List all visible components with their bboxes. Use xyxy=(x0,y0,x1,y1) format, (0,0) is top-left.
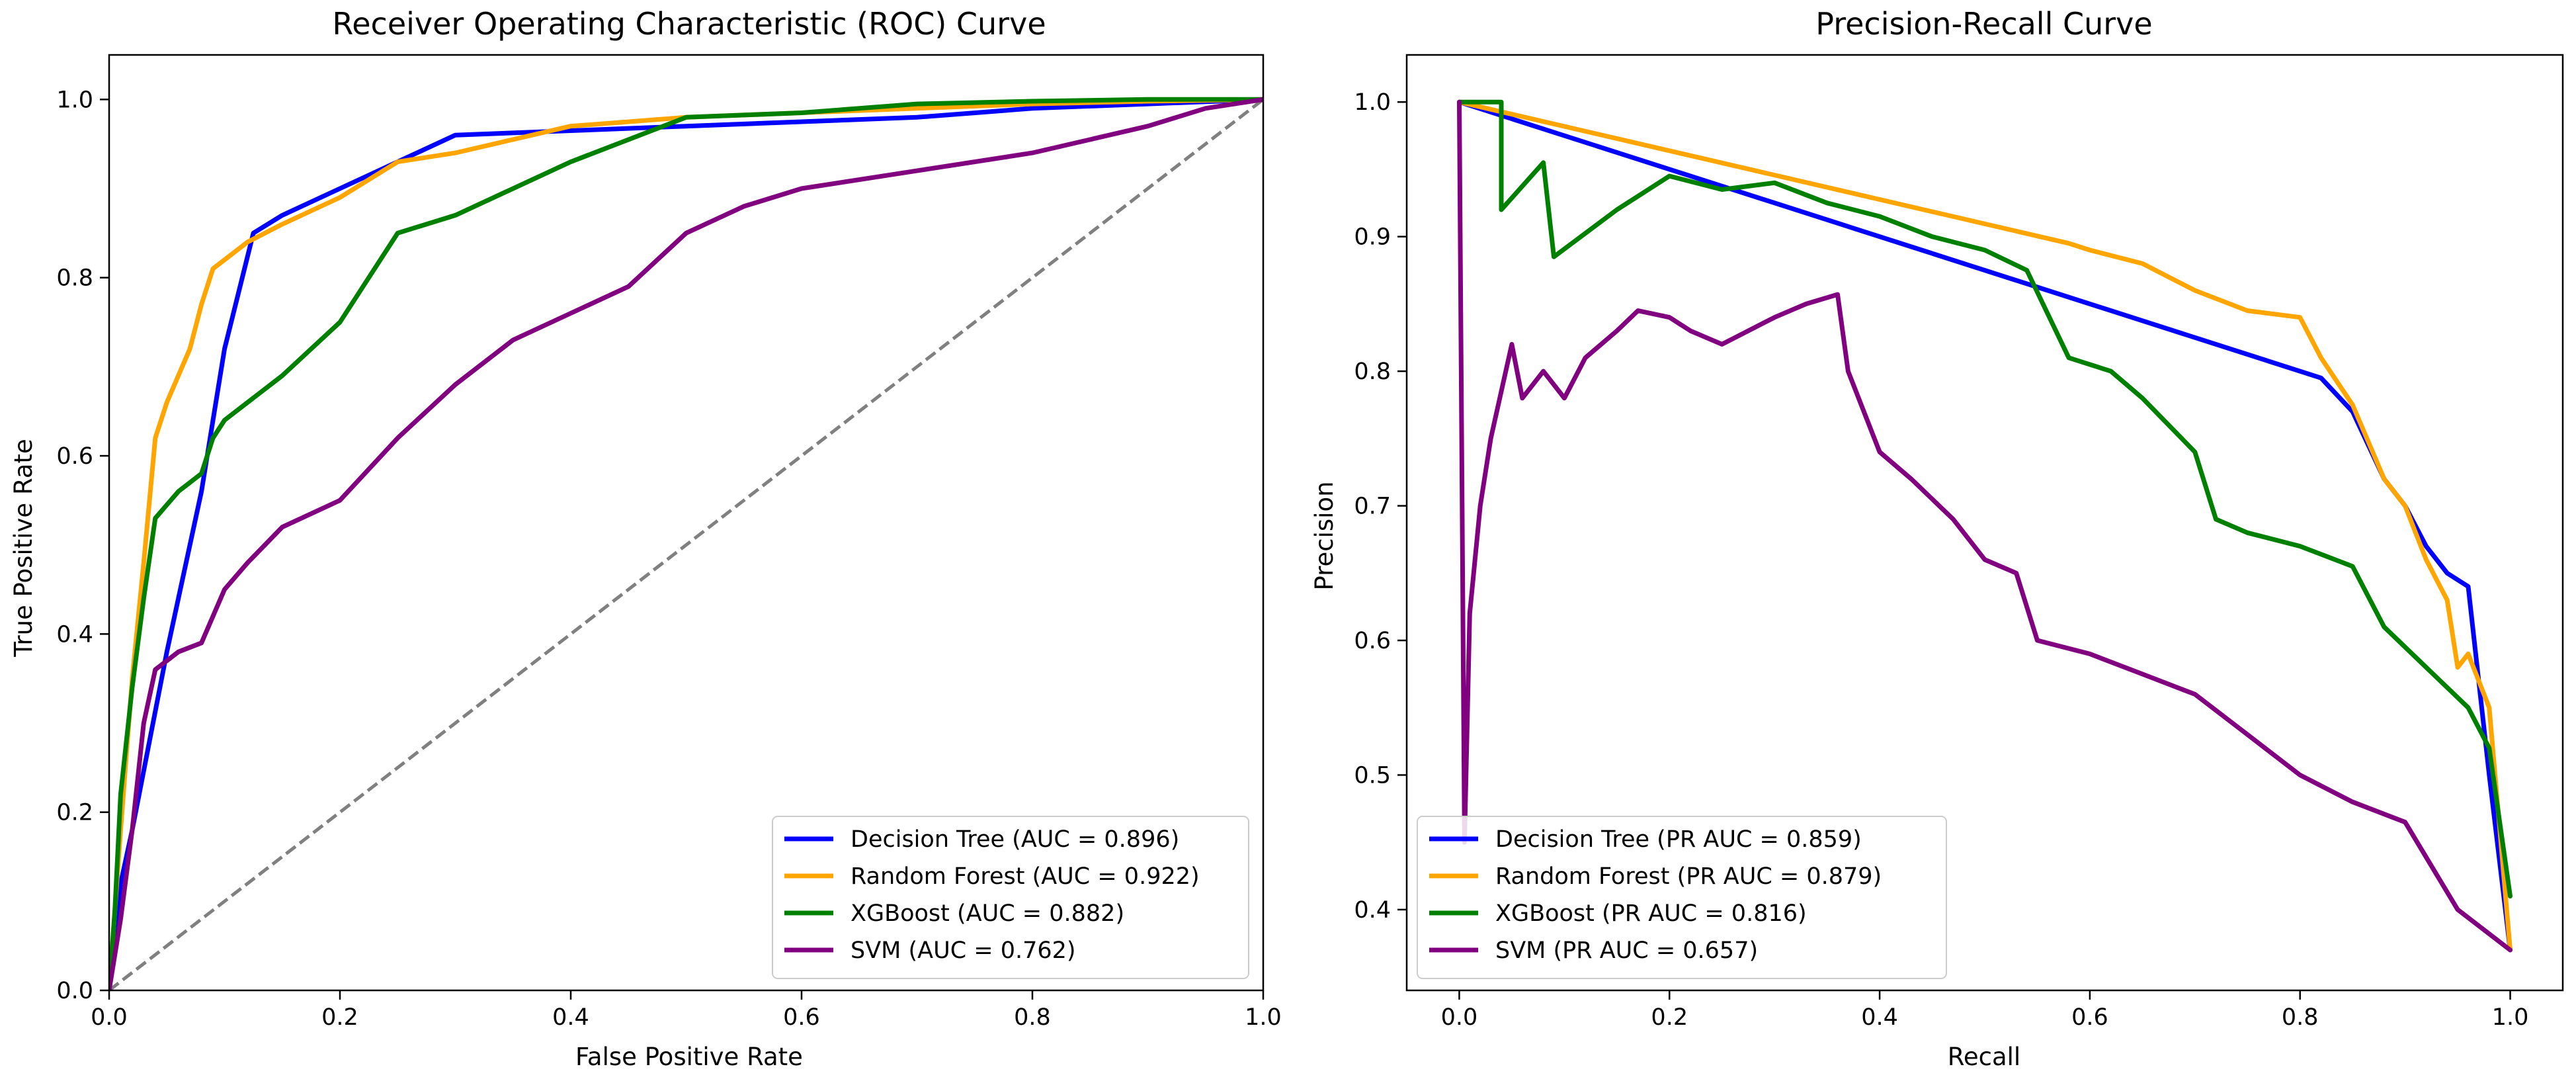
roc-legend-label-random-forest: Random Forest (AUC = 0.922) xyxy=(851,863,1200,890)
roc-y-tick-label: 0.8 xyxy=(56,265,93,292)
roc-series-line-xgboost xyxy=(109,97,1263,990)
roc-legend: Decision Tree (AUC = 0.896) Random Forest… xyxy=(772,816,1249,979)
pr-x-tick-label: 0.4 xyxy=(1861,1004,1898,1031)
roc-x-tick-label: 0.0 xyxy=(91,1004,128,1031)
roc-plot-area: 0.0 0.2 0.4 0.6 0.8 1.0 0.0 0.2 0.4 0.6 0.8 1.0 xyxy=(56,54,1282,1031)
pr-series-line-random-forest xyxy=(1457,99,2513,953)
pr-y-tick-label: 0.6 xyxy=(1354,628,1391,654)
pr-legend-label-random-forest: Random Forest (PR AUC = 0.879) xyxy=(1495,863,1882,890)
roc-legend-label-xgboost: XGBoost (AUC = 0.882) xyxy=(851,900,1124,927)
pr-chart-title: Precision-Recall Curve xyxy=(1815,6,2152,42)
roc-axes-frame xyxy=(108,54,1265,992)
roc-x-tick-label: 0.8 xyxy=(1014,1004,1051,1031)
pr-legend-label-xgboost: XGBoost (PR AUC = 0.816) xyxy=(1495,900,1807,927)
pr-x-tick-label: 0.8 xyxy=(2282,1004,2319,1031)
roc-legend-box xyxy=(772,816,1249,979)
pr-y-tick-label: 0.4 xyxy=(1354,897,1391,924)
pr-legend: Decision Tree (PR AUC = 0.859) Random For… xyxy=(1417,816,1947,979)
pr-legend-label-svm: SVM (PR AUC = 0.657) xyxy=(1495,937,1758,964)
roc-y-tick-label: 1.0 xyxy=(56,87,93,113)
roc-x-tick-label: 0.6 xyxy=(783,1004,820,1031)
roc-chart-title: Receiver Operating Characteristic (ROC) … xyxy=(332,6,1046,42)
pr-y-tick-label: 0.7 xyxy=(1354,494,1391,520)
pr-y-tick-label: 0.9 xyxy=(1354,224,1391,251)
roc-x-tick-label: 1.0 xyxy=(1245,1004,1282,1031)
roc-series-line-decision-tree xyxy=(109,97,1263,990)
roc-reference-diagonal xyxy=(109,98,1263,990)
roc-chart: Receiver Operating Characteristic (ROC) … xyxy=(9,6,1282,1071)
pr-series-line-xgboost xyxy=(1457,99,2513,899)
roc-y-tick-label: 0.0 xyxy=(56,978,93,1004)
roc-x-tick-label: 0.2 xyxy=(321,1004,358,1031)
pr-y-tick-label: 0.5 xyxy=(1354,762,1391,789)
pr-y-axis-label: Precision xyxy=(1310,481,1339,590)
pr-y-tick-label: 1.0 xyxy=(1354,89,1391,116)
pr-x-tick-label: 0.0 xyxy=(1441,1004,1478,1031)
pr-x-tick-label: 0.2 xyxy=(1651,1004,1688,1031)
pr-x-tick-label: 1.0 xyxy=(2492,1004,2529,1031)
pr-y-tick-label: 0.8 xyxy=(1354,359,1391,385)
roc-x-tick-label: 0.4 xyxy=(552,1004,589,1031)
roc-y-tick-label: 0.2 xyxy=(56,800,93,826)
pr-axes-frame xyxy=(1405,54,2564,992)
roc-series-line-svm xyxy=(109,97,1263,990)
pr-series-line-svm xyxy=(1457,99,2513,953)
pr-legend-label-decision-tree: Decision Tree (PR AUC = 0.859) xyxy=(1495,826,1862,853)
roc-x-axis-label: False Positive Rate xyxy=(575,1043,803,1071)
roc-y-axis-label: True Positive Rate xyxy=(9,439,38,658)
pr-legend-box xyxy=(1417,816,1947,979)
pr-x-tick-label: 0.6 xyxy=(2071,1004,2108,1031)
pr-x-axis-label: Recall xyxy=(1948,1043,2020,1071)
roc-y-tick-label: 0.4 xyxy=(56,621,93,648)
pr-plot-area: 0.0 0.2 0.4 0.6 0.8 1.0 0.4 0.5 0.6 0.7 0.8 0.9 1.0 xyxy=(1354,54,2564,1031)
roc-legend-label-svm: SVM (AUC = 0.762) xyxy=(851,937,1076,964)
pr-chart: Precision-Recall Curve Recall Precision … xyxy=(1310,6,2564,1071)
roc-y-tick-label: 0.6 xyxy=(56,443,93,470)
roc-legend-label-decision-tree: Decision Tree (AUC = 0.896) xyxy=(851,826,1179,853)
